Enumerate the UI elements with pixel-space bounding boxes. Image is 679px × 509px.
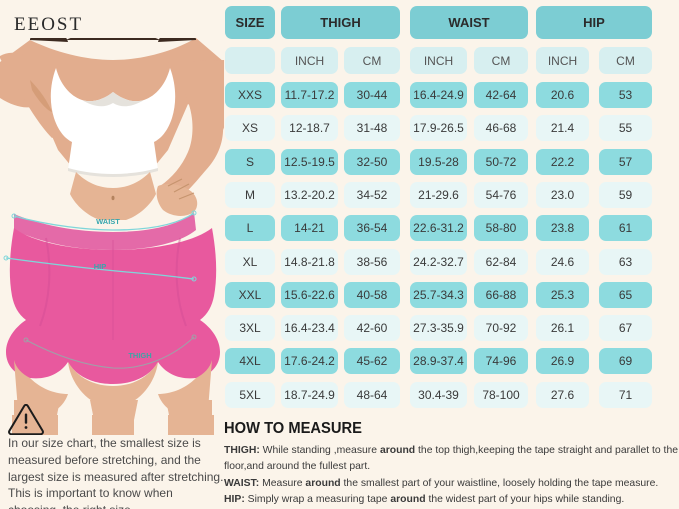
svg-text:HIP: HIP: [94, 262, 107, 271]
svg-text:THIGH: THIGH: [128, 351, 151, 360]
svg-text:WAIST: WAIST: [96, 217, 120, 226]
